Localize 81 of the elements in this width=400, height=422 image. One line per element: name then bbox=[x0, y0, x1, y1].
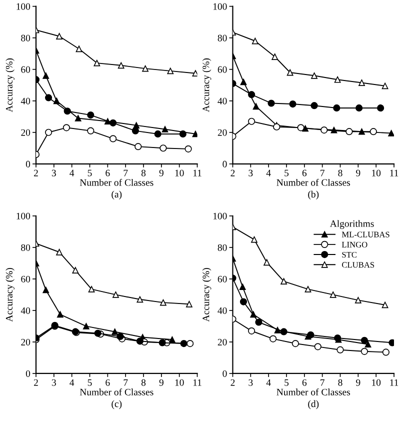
x-tick-label: 3 bbox=[248, 170, 253, 176]
x-tick-label: 6 bbox=[106, 170, 110, 176]
x-tick-label: 2 bbox=[34, 170, 38, 176]
x-tick-label: 8 bbox=[338, 379, 342, 386]
x-tick-label: 3 bbox=[248, 379, 253, 386]
x-tick-label: 9 bbox=[159, 379, 164, 386]
y-axis-title: Accuracy (%) bbox=[202, 58, 212, 112]
y-tick-label: 100 bbox=[16, 3, 30, 10]
y-tick-label: 20 bbox=[21, 338, 30, 346]
x-tick-label: 7 bbox=[320, 379, 324, 386]
x-tick-label: 4 bbox=[70, 379, 74, 386]
y-tick-label: 40 bbox=[20, 98, 30, 104]
x-tick-label: 9 bbox=[356, 170, 360, 176]
x-tick-label: 11 bbox=[390, 170, 398, 176]
legend-title: Algorithms bbox=[330, 220, 374, 229]
y-tick-label: 80 bbox=[218, 34, 227, 42]
x-axis-title: Number of Classes bbox=[80, 388, 154, 396]
y-tick-label: 40 bbox=[20, 307, 30, 314]
x-tick-label: 6 bbox=[302, 170, 307, 176]
y-axis-title: Accuracy (%) bbox=[6, 268, 14, 322]
x-axis-title: Number of Classes bbox=[80, 178, 154, 186]
y-tick-label: 80 bbox=[21, 244, 30, 251]
x-tick-label: 5 bbox=[284, 379, 289, 386]
x-tick-label: 11 bbox=[193, 170, 202, 176]
x-tick-label: 2 bbox=[230, 379, 235, 386]
y-tick-label: 20 bbox=[218, 338, 227, 346]
text: (b) bbox=[308, 190, 319, 200]
y-tick-label: 60 bbox=[218, 276, 227, 282]
x-tick-label: 2 bbox=[230, 170, 235, 176]
y-axis-title: Accuracy (%) bbox=[6, 58, 14, 112]
x-tick-label: 8 bbox=[141, 379, 146, 386]
x-tick-label: 7 bbox=[124, 379, 128, 386]
y-tick-label: 60 bbox=[21, 276, 30, 282]
x-tick-label: 3 bbox=[52, 170, 56, 176]
y-tick-label: 100 bbox=[213, 212, 227, 220]
y-tick-label: 0 bbox=[26, 370, 30, 377]
x-tick-label: 5 bbox=[88, 170, 92, 176]
x-tick-label: 10 bbox=[372, 170, 381, 176]
y-tick-label: 100 bbox=[16, 212, 30, 220]
x-tick-label: 7 bbox=[320, 170, 324, 176]
x-tick-label: 5 bbox=[88, 379, 92, 386]
x-tick-label: 10 bbox=[372, 379, 381, 386]
legend-label: STC bbox=[342, 252, 357, 258]
legend-label: ML-CLUBAS bbox=[342, 232, 390, 238]
x-tick-label: 4 bbox=[266, 379, 271, 386]
y-tick-label: 80 bbox=[218, 244, 227, 251]
x-tick-label: 5 bbox=[284, 170, 289, 176]
x-tick-label: 11 bbox=[193, 379, 202, 386]
x-tick-label: 7 bbox=[124, 170, 128, 176]
x-axis-title: Number of Classes bbox=[276, 388, 350, 396]
y-tick-label: 60 bbox=[218, 66, 227, 73]
y-tick-label: 80 bbox=[21, 34, 30, 42]
x-tick-label: 8 bbox=[141, 170, 146, 176]
x-tick-label: 6 bbox=[302, 379, 307, 386]
x-tick-label: 10 bbox=[175, 379, 184, 386]
text: (c) bbox=[112, 400, 122, 410]
x-tick-label: 2 bbox=[34, 379, 38, 386]
x-tick-label: 4 bbox=[266, 170, 271, 176]
text: (a) bbox=[112, 190, 122, 200]
x-tick-label: 10 bbox=[175, 170, 184, 176]
x-tick-label: 11 bbox=[390, 379, 398, 386]
x-tick-label: 8 bbox=[338, 170, 342, 176]
y-tick-label: 100 bbox=[213, 3, 227, 10]
y-tick-label: 60 bbox=[21, 66, 30, 73]
x-tick-label: 9 bbox=[159, 170, 164, 176]
x-axis-title: Number of Classes bbox=[276, 178, 350, 186]
y-tick-label: 20 bbox=[218, 129, 227, 136]
x-tick-label: 3 bbox=[52, 379, 56, 386]
x-tick-label: 6 bbox=[106, 379, 110, 386]
y-tick-label: 40 bbox=[218, 98, 227, 104]
y-tick-label: 0 bbox=[222, 160, 227, 168]
y-axis-title: Accuracy (%) bbox=[202, 268, 212, 322]
x-tick-label: 4 bbox=[70, 170, 74, 176]
y-tick-label: 0 bbox=[26, 160, 30, 168]
text: (d) bbox=[308, 400, 319, 410]
y-tick-label: 20 bbox=[21, 129, 30, 136]
y-tick-label: 40 bbox=[218, 307, 227, 314]
legend-label: LINGO bbox=[342, 242, 368, 248]
y-tick-label: 0 bbox=[222, 370, 227, 377]
x-tick-label: 9 bbox=[356, 379, 360, 386]
legend-label: CLUBAS bbox=[342, 262, 374, 268]
